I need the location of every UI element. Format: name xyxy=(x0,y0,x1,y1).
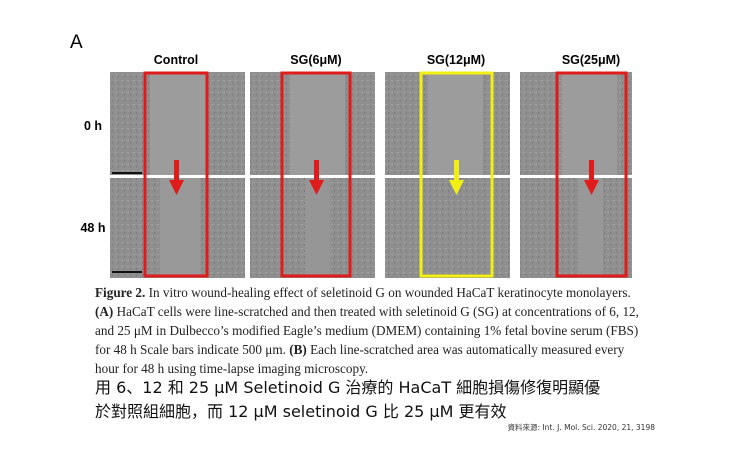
column-header: SG(25μM) xyxy=(562,53,620,67)
caption-text: In vitro wound-healing effect of seletin… xyxy=(145,285,631,300)
caption-text: hour for 48 h using time-lapse imaging m… xyxy=(95,361,369,376)
caption-lead: (A) xyxy=(95,304,114,319)
column-header: SG(6μM) xyxy=(290,53,341,67)
caption-line: hour for 48 h using time-lapse imaging m… xyxy=(95,361,368,377)
caption-line: and 25 μM in Dulbecco’s modified Eagle’s… xyxy=(95,323,638,339)
caption-lead: (B) xyxy=(289,342,307,357)
caption-line: for 48 h Scale bars indicate 500 μm. (B)… xyxy=(95,342,624,358)
summary-line: 於對照組細胞，而 12 μM seletinoid G 比 25 μM 更有效 xyxy=(95,402,507,421)
caption-lead: Figure 2. xyxy=(95,285,146,300)
micrographs xyxy=(110,72,632,278)
summary-line: 用 6、12 和 25 μM Seletinoid G 治療的 HaCaT 細胞… xyxy=(95,378,601,397)
caption-line: (A) HaCaT cells were line-scratched and … xyxy=(95,304,639,320)
source: 資料來源: Int. J. Mol. Sci. 2020, 21, 3198 xyxy=(507,423,655,432)
row-label: 48 h xyxy=(80,221,105,235)
caption-text: and 25 μM in Dulbecco’s modified Eagle’s… xyxy=(95,323,639,338)
highlight-boxes xyxy=(143,71,628,278)
column-header: Control xyxy=(154,53,198,67)
panel-label: A xyxy=(70,32,83,53)
caption-line: Figure 2. In vitro wound-healing effect … xyxy=(95,285,631,301)
column-header: SG(12μM) xyxy=(427,53,485,67)
caption-text: Each line-scratched area was automatical… xyxy=(306,342,625,357)
figure: A Control SG(6μM) SG(12μM) SG(25μM) 0 h … xyxy=(70,32,632,278)
arrows xyxy=(169,160,599,195)
caption-text: for 48 h Scale bars indicate 500 μm. xyxy=(95,342,290,357)
row-label: 0 h xyxy=(84,119,102,133)
caption-text: HaCaT cells were line-scratched and then… xyxy=(113,304,639,319)
